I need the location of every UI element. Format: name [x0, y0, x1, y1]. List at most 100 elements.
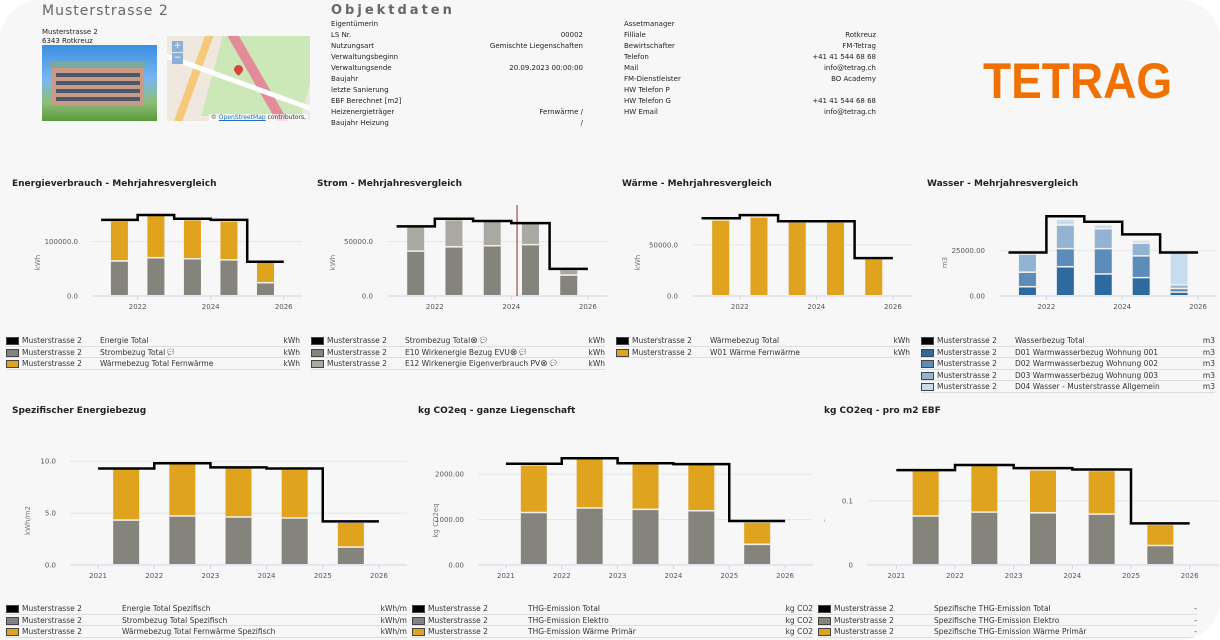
legend-item[interactable]: Musterstrasse 2 THG-Emission Elektro kg CO…: [412, 615, 813, 626]
bar-segment[interactable]: [1132, 277, 1150, 295]
bar-segment[interactable]: [1088, 514, 1115, 564]
bar-segment[interactable]: [521, 223, 539, 244]
legend-swatch[interactable]: [6, 628, 19, 636]
legend-item[interactable]: Musterstrasse 2 D02 Warmwasserbezug Wohnu…: [921, 358, 1215, 370]
bar-segment[interactable]: [1132, 243, 1150, 256]
bar-segment[interactable]: [712, 220, 730, 295]
bar-segment[interactable]: [110, 220, 128, 261]
legend-item[interactable]: Musterstrasse 2 Strombezug Total⊗ 💬 kWh: [311, 335, 605, 347]
remove-series-icon[interactable]: ⊗: [470, 336, 478, 346]
bar-segment[interactable]: [688, 510, 715, 564]
legend-swatch[interactable]: [616, 348, 629, 357]
map-zoom-in-button[interactable]: +: [172, 41, 183, 52]
remove-series-icon[interactable]: ⊗: [540, 359, 548, 369]
bar-segment[interactable]: [337, 547, 364, 564]
bar-segment[interactable]: [971, 464, 998, 512]
total-step-line[interactable]: [701, 213, 893, 260]
legend-swatch[interactable]: [311, 348, 324, 357]
bar-segment[interactable]: [1094, 274, 1112, 295]
bar-segment[interactable]: [256, 262, 274, 282]
total-step-line[interactable]: [1008, 215, 1199, 254]
legend-swatch[interactable]: [818, 628, 831, 636]
legend-swatch[interactable]: [921, 360, 934, 368]
total-step-line[interactable]: [98, 462, 379, 523]
comment-icon[interactable]: 💬: [517, 348, 527, 356]
bar-segment[interactable]: [826, 222, 844, 295]
bar-segment[interactable]: [1030, 513, 1056, 564]
legend-swatch[interactable]: [818, 616, 831, 625]
bar-segment[interactable]: [788, 222, 806, 295]
bar-segment[interactable]: [912, 470, 939, 516]
location-map[interactable]: + − © OpenStreetMap contributors,: [167, 36, 310, 121]
legend-item[interactable]: Musterstrasse 2 THG-Emission Total kg CO2: [412, 603, 813, 615]
legend-swatch[interactable]: [921, 383, 934, 391]
bar-segment[interactable]: [865, 259, 883, 295]
comment-icon[interactable]: 💬: [547, 360, 558, 367]
bar-segment[interactable]: [632, 509, 659, 564]
legend-item[interactable]: Musterstrasse 2 Spezifische THG-Emission …: [818, 603, 1197, 615]
bar-segment[interactable]: [169, 463, 196, 516]
bar-segment[interactable]: [1132, 256, 1150, 277]
bar-segment[interactable]: [113, 520, 140, 564]
bar-segment[interactable]: [483, 220, 501, 245]
bar-segment[interactable]: [744, 522, 771, 544]
bar-segment[interactable]: [1094, 225, 1112, 228]
bar-segment[interactable]: [407, 251, 425, 295]
legend-item[interactable]: Musterstrasse 2 D04 Wasser - Musterstrass…: [921, 381, 1215, 393]
bar-segment[interactable]: [1170, 292, 1188, 295]
legend-item[interactable]: Musterstrasse 2 W01 Wärme Fernwärme kWh: [616, 347, 910, 358]
bar-segment[interactable]: [1170, 252, 1188, 285]
legend-swatch[interactable]: [412, 616, 425, 625]
bar-segment[interactable]: [113, 468, 140, 520]
bar-segment[interactable]: [407, 226, 425, 251]
legend-swatch[interactable]: [412, 628, 425, 636]
map-zoom-out-button[interactable]: −: [172, 53, 183, 64]
legend-swatch[interactable]: [311, 337, 324, 345]
legend-swatch[interactable]: [921, 348, 934, 357]
bar-segment[interactable]: [1018, 272, 1036, 286]
bar-segment[interactable]: [1056, 267, 1074, 295]
bar-segment[interactable]: [520, 512, 547, 564]
bar-segment[interactable]: [912, 516, 939, 564]
legend-swatch[interactable]: [616, 337, 629, 345]
total-step-line[interactable]: [101, 213, 284, 263]
bar-segment[interactable]: [147, 257, 165, 295]
bar-segment[interactable]: [1094, 248, 1112, 274]
bar-segment[interactable]: [632, 463, 659, 509]
legend-swatch[interactable]: [311, 360, 324, 368]
legend-swatch[interactable]: [412, 605, 425, 613]
legend-swatch[interactable]: [818, 605, 831, 613]
bar-segment[interactable]: [744, 544, 771, 564]
bar-segment[interactable]: [256, 282, 274, 295]
bar-segment[interactable]: [445, 247, 463, 295]
legend-item[interactable]: Musterstrasse 2 D03 Warmwasserbezug Wohnu…: [921, 370, 1215, 381]
bar-segment[interactable]: [1147, 545, 1174, 564]
bar-segment[interactable]: [183, 219, 201, 259]
comment-icon[interactable]: 💬: [477, 337, 488, 344]
legend-swatch[interactable]: [921, 337, 934, 345]
legend-item[interactable]: Musterstrasse 2 Wasserbezug Total m3: [921, 335, 1215, 347]
bar-segment[interactable]: [560, 269, 578, 275]
bar-segment[interactable]: [1056, 219, 1074, 225]
bar-segment[interactable]: [1018, 254, 1036, 272]
bar-segment[interactable]: [688, 464, 715, 510]
legend-item[interactable]: Musterstrasse 2 Spezifische THG-Emission …: [818, 615, 1197, 626]
legend-swatch[interactable]: [6, 337, 19, 345]
bar-segment[interactable]: [183, 259, 201, 295]
openstreetmap-link[interactable]: OpenStreetMap: [218, 114, 266, 121]
bar-segment[interactable]: [560, 275, 578, 295]
legend-swatch[interactable]: [6, 360, 19, 368]
bar-segment[interactable]: [576, 459, 603, 508]
total-step-line[interactable]: [505, 457, 786, 523]
bar-segment[interactable]: [521, 244, 539, 295]
legend-item[interactable]: Musterstrasse 2 Strombezug Total Spezifis…: [6, 615, 407, 626]
bar-segment[interactable]: [220, 221, 238, 260]
legend-swatch[interactable]: [6, 605, 19, 613]
bar-segment[interactable]: [1056, 225, 1074, 248]
bar-segment[interactable]: [483, 245, 501, 295]
legend-item[interactable]: Musterstrasse 2 E10 Wirkenergie Bezug EVU…: [311, 347, 605, 358]
total-step-line[interactable]: [396, 217, 588, 271]
legend-item[interactable]: Musterstrasse 2 D01 Warmwasserbezug Wohnu…: [921, 347, 1215, 358]
bar-segment[interactable]: [225, 467, 252, 517]
bar-segment[interactable]: [337, 522, 364, 547]
